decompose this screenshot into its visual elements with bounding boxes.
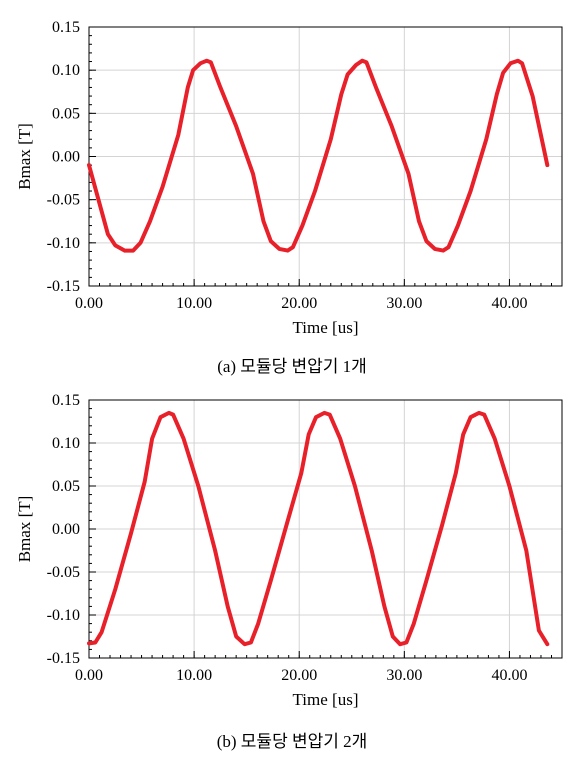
chart-panel-a: 0.15 0.10 0.05 0.00 -0.05 -0.10 -0.15 0.00 10.00… [0, 0, 584, 380]
chart-b-x-tick-label: 10.00 [176, 667, 212, 684]
chart-panel-b: 0.15 0.10 0.05 0.00 -0.05 -0.10 -0.15 0.00 10.00… [0, 380, 584, 761]
chart-a-y-tick-label: -0.10 [47, 235, 80, 252]
chart-a-plot-frame [88, 26, 563, 287]
chart-a-x-tick-label: 0.00 [75, 295, 103, 312]
chart-a-y-tick-label: 0.00 [52, 149, 80, 166]
chart-b-y-tick-label: 0.15 [52, 392, 80, 409]
chart-a-y-axis-title: Bmax [T] [15, 123, 34, 190]
chart-b-caption: (b) 모듈당 변압기 2개 [216, 732, 368, 751]
chart-b-y-tick-label: -0.10 [47, 607, 80, 624]
chart-b-x-tick-label: 40.00 [491, 667, 527, 684]
chart-a-x-tick-label: 20.00 [281, 295, 317, 312]
chart-a-x-axis-title: Time [us] [293, 318, 359, 337]
chart-b-plot-frame [88, 399, 563, 659]
chart-a-x-tick-label: 30.00 [386, 295, 422, 312]
chart-b-y-tick-label: 0.10 [52, 435, 80, 452]
chart-a-svg: 0.150.100.050.00-0.05-0.10-0.150.00 10.00… [15, 19, 563, 337]
chart-a-y-tick-label: 0.10 [52, 62, 80, 79]
chart-a-y-tick-label: -0.15 [47, 278, 80, 295]
chart-a-caption: (a) 모듈당 변압기 1개 [217, 357, 367, 376]
chart-b-svg: 0.150.100.050.00-0.05-0.10-0.150.00 10.00… [15, 392, 563, 709]
chart-b-x-tick-label: 20.00 [281, 667, 317, 684]
chart-a-x-tick-label: 40.00 [491, 295, 527, 312]
chart-b-y-axis-title: Bmax [T] [15, 496, 34, 563]
chart-b-x-tick-label: 0.00 [75, 667, 103, 684]
chart-b-series-line-0 [87, 410, 550, 647]
chart-b-y-tick-label: 0.00 [52, 521, 80, 538]
chart-b-y-tick-label: -0.05 [47, 564, 80, 581]
chart-b-x-axis-title: Time [us] [293, 690, 359, 709]
chart-a-y-tick-label: 0.15 [52, 19, 80, 36]
chart-a-series-line-0 [87, 58, 550, 253]
chart-b-y-tick-label: -0.15 [47, 650, 80, 667]
chart-a-y-tick-label: -0.05 [47, 192, 80, 209]
chart-a-x-tick-label: 10.00 [176, 295, 212, 312]
chart-b-x-tick-label: 30.00 [386, 667, 422, 684]
chart-b-y-tick-label: 0.05 [52, 478, 80, 495]
chart-a-y-tick-label: 0.05 [52, 105, 80, 122]
